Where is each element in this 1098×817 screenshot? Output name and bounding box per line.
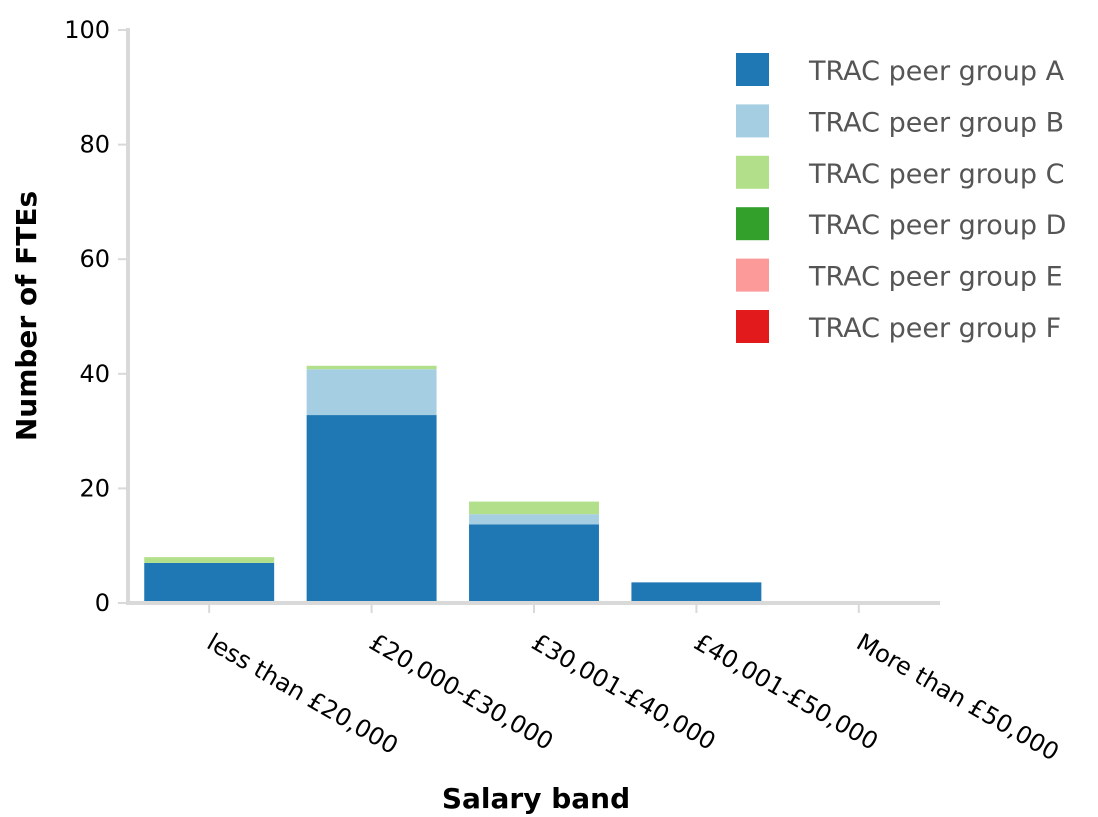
legend-swatch-trac-peer-group-a <box>736 53 769 86</box>
y-axis: 0 20 40 60 80 100 <box>64 16 130 617</box>
legend-label-trac-peer-group-b: TRAC peer group B <box>808 107 1064 138</box>
legend-swatch-trac-peer-group-d <box>736 207 769 241</box>
legend-label-trac-peer-group-e: TRAC peer group E <box>808 262 1063 293</box>
legend-swatch-trac-peer-group-e <box>736 258 769 292</box>
y-tick-label-80: 80 <box>79 131 110 159</box>
y-tick-label-60: 60 <box>79 245 110 273</box>
bar-20-000-30-000-trac-peer-group-a <box>306 415 437 603</box>
x-axis-title: Salary band <box>442 782 630 815</box>
legend: TRAC peer group A TRAC peer group B TRAC p… <box>736 53 1066 344</box>
bar-30-001-40-000-trac-peer-group-b <box>469 514 599 525</box>
y-tick-label-20: 20 <box>79 474 110 502</box>
bar-30-001-40-000-trac-peer-group-c <box>469 501 599 515</box>
legend-swatch-trac-peer-group-c <box>736 155 769 189</box>
bar-less-than-20-000-trac-peer-group-c <box>144 557 275 563</box>
legend-swatch-trac-peer-group-f <box>736 310 769 343</box>
y-tick-label-0: 0 <box>95 589 110 617</box>
bar-30-001-40-000-trac-peer-group-a <box>469 524 599 603</box>
legend-swatch-trac-peer-group-b <box>736 104 769 138</box>
x-tick-label-more-than-50-000: More than £50,000 <box>852 628 1064 767</box>
y-tick-label-40: 40 <box>79 360 110 388</box>
legend-label-trac-peer-group-d: TRAC peer group D <box>808 210 1066 241</box>
x-axis: less than £20,000£20,000-£30,000£30,001-… <box>126 601 1064 767</box>
bars-layer <box>144 365 762 603</box>
bar-20-000-30-000-trac-peer-group-b <box>306 369 437 416</box>
y-axis-title: Number of FTEs <box>10 191 43 441</box>
legend-label-trac-peer-group-a: TRAC peer group A <box>808 56 1065 87</box>
bar-less-than-20-000-trac-peer-group-a <box>144 562 275 603</box>
y-tick-label-100: 100 <box>64 16 110 44</box>
bar-40-001-50-000-trac-peer-group-a <box>631 582 762 603</box>
legend-label-trac-peer-group-f: TRAC peer group F <box>808 313 1061 344</box>
bar-20-000-30-000-trac-peer-group-c <box>306 365 437 370</box>
legend-label-trac-peer-group-c: TRAC peer group C <box>808 159 1065 190</box>
